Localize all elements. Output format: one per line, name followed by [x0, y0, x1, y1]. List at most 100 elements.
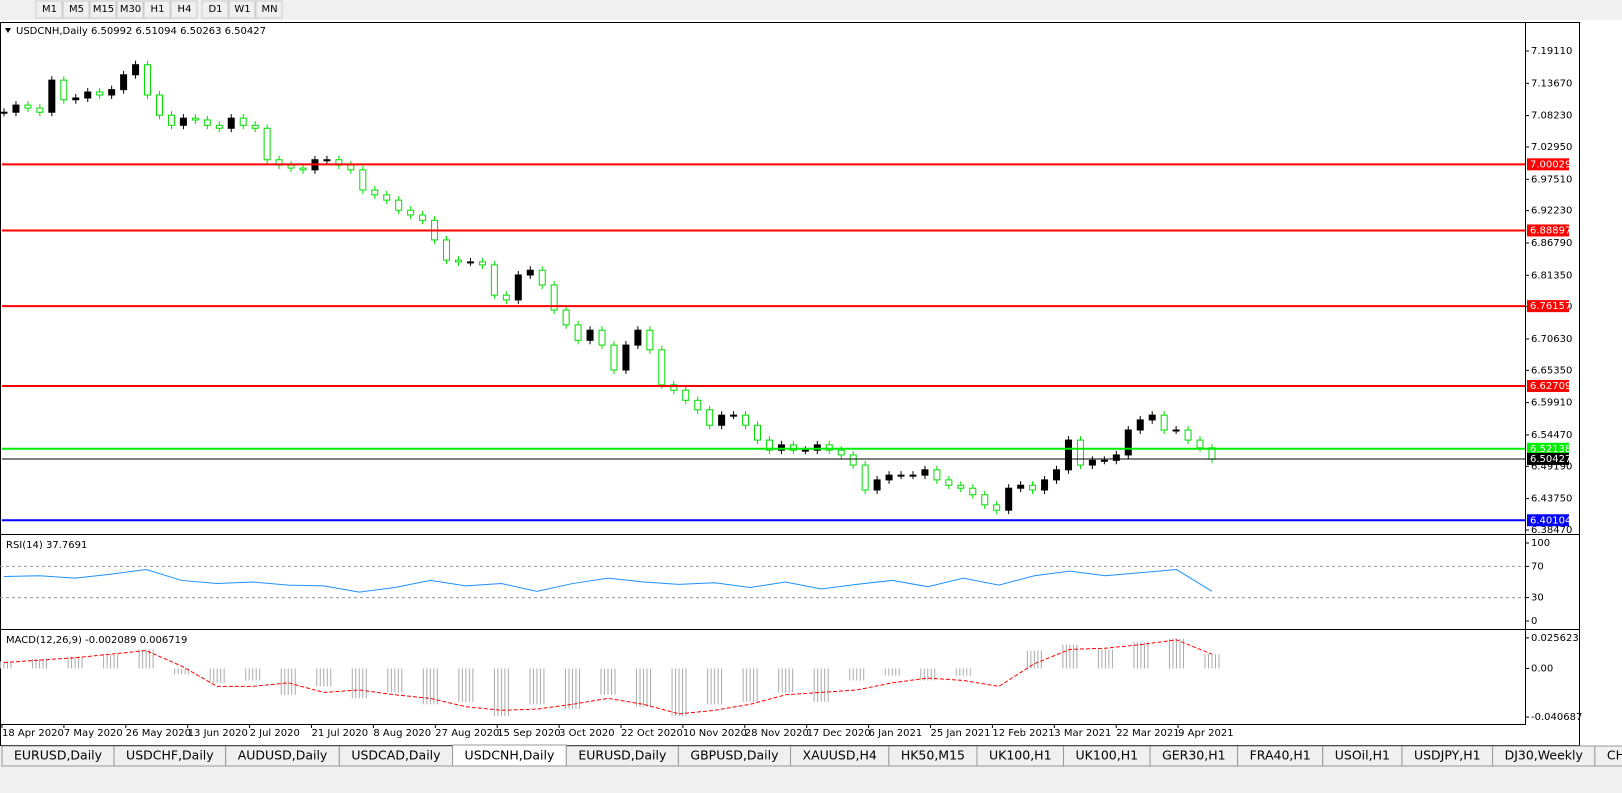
tab-label[interactable]: USDCHF,Daily: [126, 748, 214, 763]
pane-title: MACD(12,26,9) -0.002089 0.006719: [6, 635, 187, 646]
tab-label[interactable]: GBPUSD,Daily: [690, 748, 779, 763]
timeframe-label[interactable]: M1: [42, 4, 57, 15]
x-tick-label: 26 May 2020: [126, 728, 191, 739]
x-tick-label: 3 Mar 2021: [1054, 728, 1111, 739]
tab[interactable]: USDCHF,Daily: [113, 745, 227, 767]
candle: [1029, 481, 1037, 494]
timeframe-button[interactable]: [255, 0, 283, 19]
tab[interactable]: USOil,H1: [1322, 745, 1403, 767]
timeframe-button[interactable]: [62, 0, 90, 19]
candle-body: [825, 444, 833, 451]
timeframe-label[interactable]: D1: [208, 4, 222, 15]
tab-box[interactable]: [1594, 745, 1622, 767]
candle: [909, 471, 917, 480]
tab[interactable]: FRA40,H1: [1237, 745, 1324, 767]
tab[interactable]: DJ30,Weekly: [1492, 745, 1596, 767]
candle-body: [24, 104, 32, 109]
candle-body: [1088, 459, 1096, 466]
y-tick-label: 100: [1531, 538, 1550, 549]
candle-body: [837, 449, 845, 456]
tab-label[interactable]: CHINA300,H1: [1607, 748, 1622, 763]
tab[interactable]: USDCAD,Daily: [338, 745, 454, 767]
timeframe-button[interactable]: [201, 0, 229, 19]
candle: [754, 421, 762, 445]
tab-label[interactable]: USDJPY,H1: [1414, 748, 1481, 763]
candle-body: [12, 104, 20, 113]
tab[interactable]: XAUUSD,H4: [790, 745, 890, 767]
toolbar: [0, 0, 1622, 20]
timeframe-button[interactable]: [116, 0, 144, 19]
candle: [419, 210, 427, 225]
timeframe-label[interactable]: MN: [261, 4, 277, 15]
tab[interactable]: USDCNH,Daily: [452, 744, 567, 767]
x-tick-label: 28 Nov 2020: [745, 728, 809, 739]
tab-label[interactable]: DJ30,Weekly: [1505, 748, 1584, 763]
timeframe-label[interactable]: M5: [69, 4, 84, 15]
price-level-tag: [1527, 224, 1569, 237]
candle: [251, 121, 259, 133]
timeframe-button[interactable]: [143, 0, 171, 19]
tab-label[interactable]: EURUSD,Daily: [578, 748, 667, 763]
tab-label[interactable]: HK50,M15: [901, 748, 965, 763]
candle-body: [730, 414, 738, 417]
price-level-tag: [1527, 300, 1569, 313]
tab[interactable]: UK100,H1: [1063, 745, 1151, 767]
candle-body: [120, 74, 128, 91]
x-tick-label: 2 Jul 2020: [250, 728, 300, 739]
candle: [108, 85, 116, 99]
y-tick-label: 6.59910: [1531, 398, 1572, 409]
candle: [658, 345, 666, 389]
candle-body: [478, 261, 486, 266]
candle: [443, 235, 451, 265]
candle-body: [155, 94, 163, 116]
tab-label[interactable]: UK100,H1: [989, 748, 1052, 763]
timeframe-label[interactable]: H1: [151, 4, 165, 15]
x-tick-label: 13 Jun 2020: [188, 728, 248, 739]
tab-label[interactable]: XAUUSD,H4: [803, 748, 877, 763]
tab[interactable]: EURUSD,Daily: [565, 745, 679, 767]
candle: [1100, 456, 1108, 465]
timeframe-button[interactable]: [228, 0, 256, 19]
tab-label[interactable]: AUDUSD,Daily: [238, 748, 328, 763]
price-level-tag: [1527, 442, 1569, 455]
candle: [586, 326, 594, 345]
candle: [466, 257, 474, 266]
tab[interactable]: UK100,H1: [976, 745, 1065, 767]
candle-body: [84, 91, 92, 99]
tab[interactable]: GER30,H1: [1149, 745, 1239, 767]
tab-label[interactable]: USDCNH,Daily: [465, 748, 555, 763]
tab-label[interactable]: GER30,H1: [1162, 748, 1226, 763]
timeframe-label[interactable]: M15: [93, 4, 114, 15]
tab-label[interactable]: UK100,H1: [1076, 748, 1139, 763]
tab[interactable]: AUDUSD,Daily: [225, 745, 340, 767]
tab-label[interactable]: USOil,H1: [1335, 748, 1390, 763]
timeframe-label[interactable]: H4: [178, 4, 192, 15]
candle-body: [1029, 484, 1037, 491]
tab-label[interactable]: FRA40,H1: [1250, 748, 1311, 763]
tab[interactable]: GBPUSD,Daily: [677, 745, 792, 767]
timeframe-button[interactable]: [89, 0, 117, 19]
candle: [144, 60, 152, 99]
timeframe-label[interactable]: W1: [234, 4, 250, 15]
candle-body: [598, 329, 606, 346]
candle-body: [502, 294, 510, 301]
tab[interactable]: HK50,M15: [888, 745, 978, 767]
candle: [1053, 465, 1061, 484]
candle-body: [813, 444, 821, 451]
tab-label[interactable]: EURUSD,Daily: [14, 748, 103, 763]
timeframe-button[interactable]: [35, 0, 63, 19]
candle: [514, 270, 522, 304]
tab-label[interactable]: USDCAD,Daily: [351, 748, 441, 763]
candle-body: [371, 189, 379, 196]
candle: [371, 186, 379, 199]
tab[interactable]: USDJPY,H1: [1401, 745, 1494, 767]
timeframe-label[interactable]: M30: [120, 4, 141, 15]
price-level-tag: [1527, 158, 1569, 171]
tab[interactable]: EURUSD,Daily: [1, 745, 115, 767]
y-tick-label: 0: [1531, 616, 1537, 627]
candle-body: [1172, 429, 1180, 432]
timeframe-button[interactable]: [170, 0, 198, 19]
tab[interactable]: CHINA300,H1: [1594, 745, 1622, 767]
candle: [1160, 411, 1168, 435]
y-tick-label: 6.65350: [1531, 365, 1572, 376]
